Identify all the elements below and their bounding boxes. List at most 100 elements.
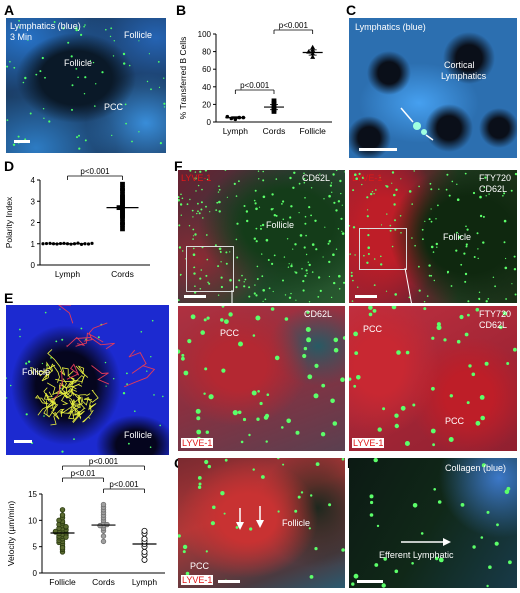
cell-dot <box>27 39 29 41</box>
cell-dot <box>18 19 20 22</box>
cell-dot <box>394 228 397 231</box>
cell-dot <box>488 193 490 195</box>
cell-dot <box>78 147 81 150</box>
y-tick-label: 15 <box>28 490 37 499</box>
cell-dot <box>368 312 373 317</box>
p-value-label: p<0.001 <box>279 21 309 30</box>
y-tick-label: 4 <box>31 176 36 185</box>
scale-bar <box>14 140 30 143</box>
arrow-head <box>443 538 451 546</box>
data-point <box>120 226 125 232</box>
cell-dot <box>207 464 211 469</box>
cell-dot <box>305 269 308 272</box>
cell-dot <box>73 438 75 440</box>
cell-dot <box>477 248 479 250</box>
cell-dot <box>304 274 307 277</box>
cell-dot <box>235 238 238 241</box>
yellow-track <box>43 392 57 406</box>
cell-dot <box>307 261 309 263</box>
cell-dot <box>341 232 345 235</box>
cell-dot <box>494 541 499 546</box>
cell-dot <box>341 548 345 552</box>
cell-dot <box>494 285 496 288</box>
cell-dot <box>101 71 104 74</box>
cell-dot <box>333 281 336 285</box>
cell-dot <box>25 362 28 365</box>
cell-dot <box>229 251 231 253</box>
cell-dot <box>77 29 79 31</box>
cell-dot <box>352 226 356 229</box>
cell-dot <box>310 187 313 189</box>
cell-dot <box>381 583 386 588</box>
cell-dot <box>75 68 78 70</box>
cell-dot <box>266 393 270 396</box>
yellow-track <box>55 378 67 392</box>
data-point <box>141 548 148 555</box>
cell-dot <box>302 280 305 283</box>
cell-dot <box>434 556 439 561</box>
cell-dot <box>181 197 184 200</box>
cell-dot <box>199 288 202 290</box>
cell-dot <box>338 274 341 278</box>
scale-bar <box>14 440 32 443</box>
yellow-track <box>41 371 50 382</box>
cell-dot <box>340 377 345 382</box>
cell-dot <box>262 195 266 199</box>
cell-dot <box>332 253 335 256</box>
yellow-track <box>59 374 86 389</box>
cell-dot <box>430 220 433 223</box>
cell-dot <box>182 250 184 252</box>
cell-dot <box>220 251 222 254</box>
arrows <box>236 506 264 530</box>
cell-dot <box>303 172 305 175</box>
cell-dot <box>394 569 399 574</box>
cell-dot <box>437 500 442 504</box>
cell-dot <box>308 263 311 267</box>
cell-dot <box>428 218 431 221</box>
cell-dot <box>17 135 20 138</box>
cell-dot <box>25 413 28 416</box>
cell-dot <box>272 290 274 293</box>
cell-dot <box>335 248 338 250</box>
x-tick-label: Lymph <box>132 577 157 587</box>
cell-dot <box>253 292 256 295</box>
cell-dot <box>294 509 298 513</box>
cell-dot <box>422 238 424 241</box>
cell-dot <box>314 547 318 551</box>
cell-dot <box>200 330 205 335</box>
cell-dot <box>288 296 292 299</box>
y-tick-label: 40 <box>202 83 211 92</box>
pcc-label: PCC <box>104 102 124 112</box>
cell-dot <box>226 196 228 198</box>
cell-dot <box>113 40 116 42</box>
follicle-label: Follicle <box>64 58 93 68</box>
cell-dot <box>202 217 204 219</box>
panel-letter-e: E <box>4 290 14 306</box>
cell-dot <box>354 254 356 256</box>
cell-dot <box>394 413 399 418</box>
cell-dot <box>159 424 161 427</box>
cell-dot <box>335 170 338 171</box>
cell-dot <box>256 278 259 280</box>
cell-dot <box>181 353 185 357</box>
cell-dot <box>361 176 365 179</box>
cell-dot <box>373 258 376 260</box>
cell-dot <box>426 295 429 297</box>
cell-dot <box>192 253 196 256</box>
cell-dot <box>254 189 257 192</box>
cell-dot <box>436 325 442 331</box>
cell-dot <box>162 395 164 398</box>
cell-dot <box>282 200 285 203</box>
cell-dot <box>261 475 265 479</box>
cell-dot <box>273 214 276 217</box>
cell-dot <box>275 178 278 180</box>
y-tick-label: 0 <box>31 261 36 270</box>
cell-dot <box>192 228 195 231</box>
chart-b: 0 20 40 60 80 100 % Transferred B Cells Lymph Co… <box>178 21 332 136</box>
cell-dot <box>275 214 278 217</box>
cell-dot <box>29 112 32 115</box>
cell-dot <box>369 494 374 499</box>
lyve1-label: LYVE-1 <box>352 173 383 183</box>
cell-dot <box>196 429 202 435</box>
cell-dot <box>41 56 44 60</box>
